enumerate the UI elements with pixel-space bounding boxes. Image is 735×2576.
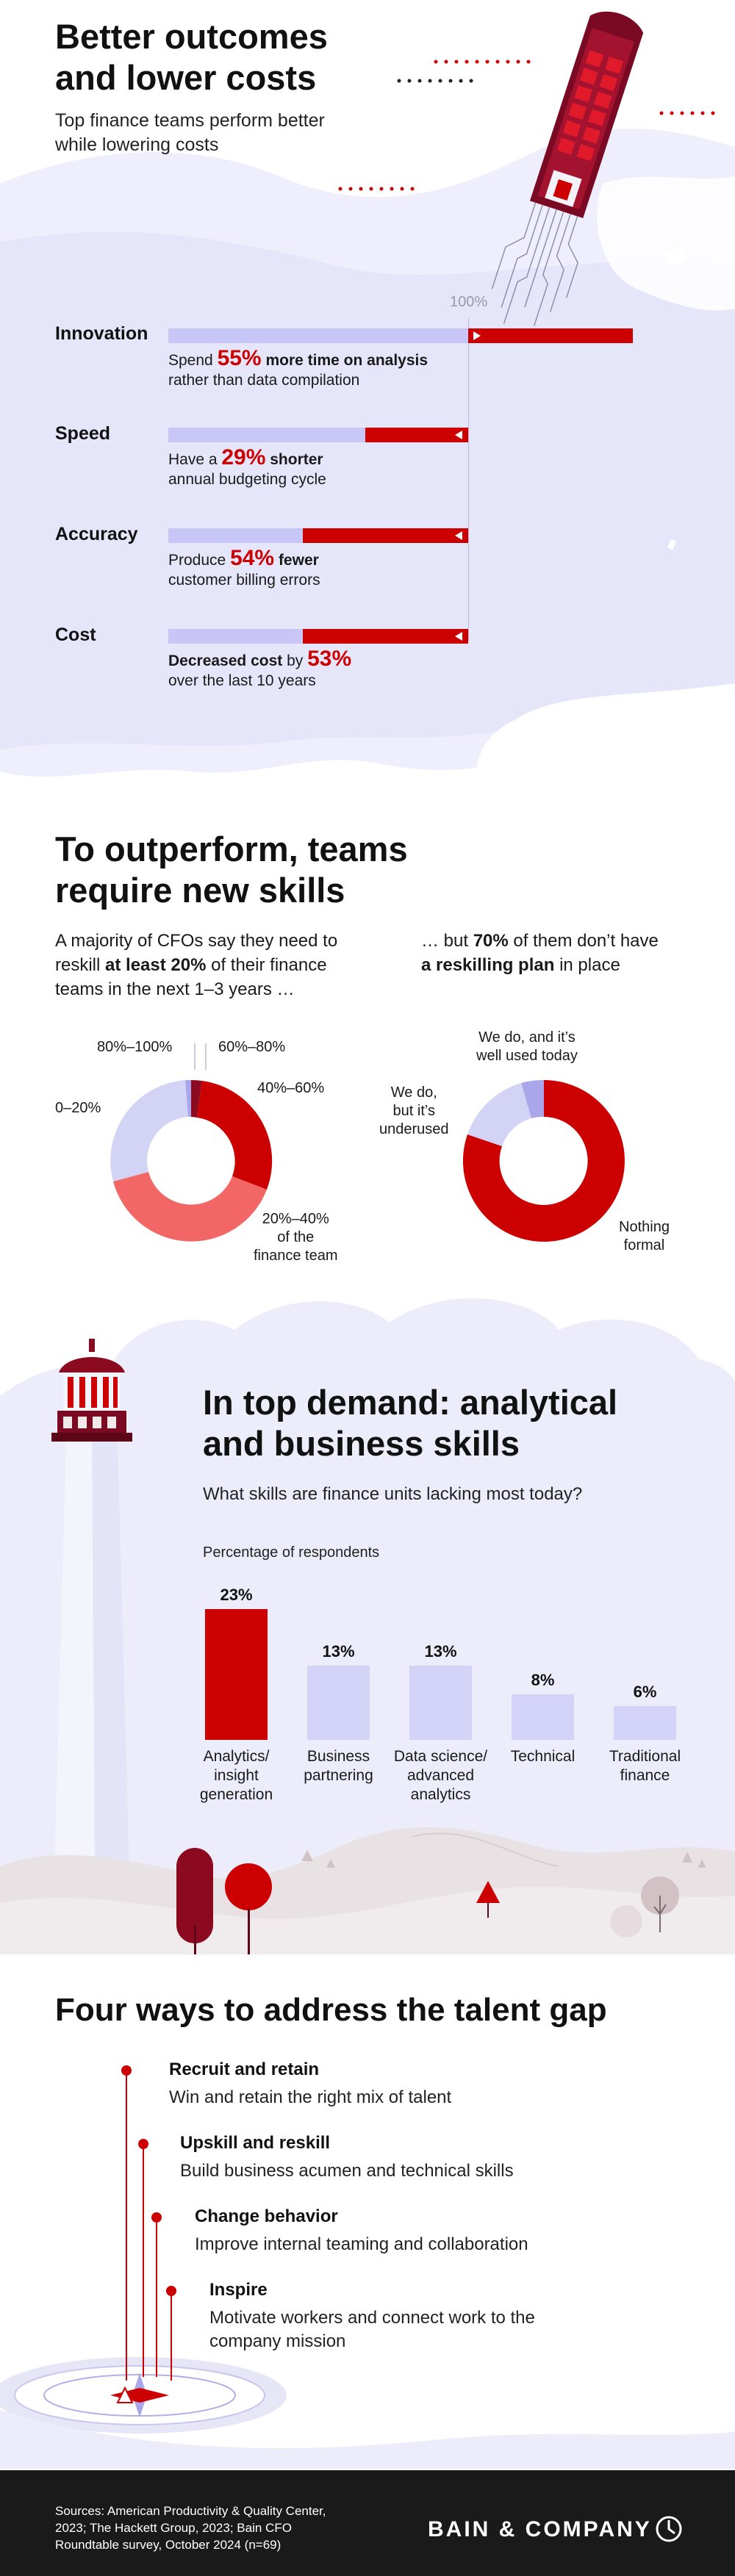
donut1-label-0-20: 0–20% [55,1100,101,1116]
metric-bar-delta-cost [303,629,468,644]
donut1-label-40-60: 40%–60% [257,1080,325,1096]
section3-title: In top demand: analytical and business s… [203,1383,618,1463]
brand-logo-icon [656,2516,682,2542]
section2-left-text: A majority of CFOs say they need to resk… [55,931,338,999]
reskilling-plan-donut [462,1079,625,1242]
donut1-label-20-40: 20%–40% of the finance team [254,1211,338,1264]
metric-name-speed: Speed [55,423,111,444]
metric-bar-delta-accuracy [303,528,468,543]
metric-desc-speed: Have a 29% shorter annual budgeting cycl… [168,445,326,489]
donut1-leader-lines [194,1043,207,1070]
donut2-label-nothing-formal: Nothing formal [619,1219,670,1253]
donut1-label-60-80: 60%–80% [218,1039,286,1055]
metric-name-cost: Cost [55,625,96,645]
metric-name-accuracy: Accuracy [55,524,138,544]
hundred-percent-label: 100% [450,294,488,310]
donut-slice-60-80 [191,1079,202,1118]
section1-title: Better outcomes and lower costs [55,17,328,97]
donut2-label-well-used: We do, and it’s well used today [476,1029,578,1064]
metric-bar-delta-speed [365,428,468,442]
donut2-label-underused: We do, but it’s underused [379,1084,449,1137]
donut1-label-80-100: 80%–100% [97,1039,173,1055]
section3-subtitle: What skills are finance units lacking mo… [203,1484,583,1504]
donut-slice-well-used [521,1079,544,1118]
section1-subtitle: Top finance teams perform better while l… [55,110,325,155]
bar-value-label: 8% [531,1671,555,1689]
donut-slice-0-20 [110,1080,188,1181]
bar-4 [512,1694,574,1740]
bar-category-label: Business partnering [304,1748,373,1784]
bar-5 [614,1706,676,1740]
metric-bar-delta-innovation [468,328,633,343]
bar-value-label: 23% [220,1586,253,1604]
skills-bar-chart: 23% Analytics/insight generation 13% Busines… [200,1580,717,1815]
arrow-left-icon [455,531,462,540]
way-upskill-reskill: Upskill and reskill Build business acume… [180,2133,514,2181]
metric-bar-baseline-innovation [168,328,468,343]
donut-slice-underused [467,1083,531,1146]
bar-value-label: 13% [424,1642,457,1661]
bar-3 [409,1666,472,1740]
donut-slice-80-100 [185,1079,191,1117]
donut-segments-1 [110,1079,273,1242]
bar-value-label: 6% [633,1683,657,1701]
donut-slice-40-60 [197,1081,273,1190]
section4-title: Four ways to address the talent gap [55,1992,607,2028]
metric-desc-accuracy: Produce 54% fewer customer billing error… [168,546,320,589]
footer [0,2470,735,2576]
donut-slice-20-40 [113,1172,267,1242]
bar-value-label: 13% [322,1642,355,1661]
bar-2 [307,1666,370,1740]
way-inspire: Inspire Motivate workers and connect wor… [209,2280,535,2351]
bar-category-label: Analytics/insight generation [199,1748,273,1803]
way-change-behavior: Change behavior Improve internal teaming… [195,2206,528,2254]
brand-logo: BAIN & COMPANY [428,2517,652,2541]
metric-desc-cost: Decreased cost by 53% over the last 10 y… [168,647,352,690]
reskill-share-donut [110,1079,273,1242]
section2-title: To outperform, teams require new skills [55,830,408,910]
metric-name-innovation: Innovation [55,323,148,344]
footer-sources: Sources: American Productivity & Quality… [55,2504,326,2552]
bar-category-label: Technical [510,1748,576,1765]
section3-background [0,1298,735,2013]
donut-slice-nothing-formal [462,1080,625,1242]
metric-desc-innovation: Spend 55% more time on analysis rather t… [168,346,429,389]
bar-category-label: Data science/advanced analytics [393,1748,488,1803]
way-recruit-retain: Recruit and retain Win and retain the ri… [169,2059,452,2107]
chart-axis-note: Percentage of respondents [203,1544,380,1561]
bar-category-label: Traditional finance [609,1748,681,1784]
arrow-left-icon [455,431,462,439]
arrow-left-icon [455,632,462,641]
hundred-percent-line [468,317,469,641]
bar-1 [205,1609,268,1740]
arrow-right-icon [473,331,481,340]
section2-right-text: … but 70% of them don’t have a reskillin… [421,931,659,975]
section1-background [0,11,735,801]
section4-illustration [0,2065,735,2469]
